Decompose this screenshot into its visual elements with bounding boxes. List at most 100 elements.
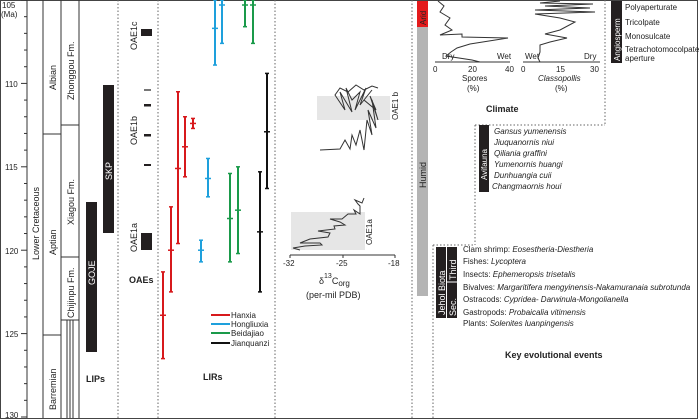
stage-aptian: Aptian	[48, 229, 58, 255]
spores-unit: (%)	[467, 84, 480, 93]
lir-errorbar-jianquanzi	[264, 72, 270, 190]
jehol-item: Gastropods: Probaicalia vitimensis	[463, 308, 586, 317]
age-unit: (Ma)	[1, 10, 18, 19]
angiosperm-item: Monosulcate	[625, 32, 671, 41]
lir-errorbar-beidajiao	[227, 172, 233, 263]
classopollis-unit: (%)	[555, 84, 568, 93]
stratigraphy-columns: Lower Cretaceous Albian Aptian Barremian…	[31, 0, 80, 418]
carbon-tick-mid: -25	[336, 259, 348, 268]
spores-tick-20: 20	[468, 65, 477, 74]
lir-errorbar-beidajiao	[242, 0, 248, 28]
avifauna-panel: Avifauna Gansus yumenensis Jiuquanornis …	[479, 125, 566, 192]
lir-errorbar-beidajiao	[235, 166, 241, 255]
lip-bar-skp	[103, 85, 114, 233]
jehol-item: Clam shrimp: Eosestheria-Diestheria	[463, 245, 594, 254]
age-tick-115: 115	[5, 163, 18, 172]
avifauna-item: Yumenornis huangi	[494, 160, 563, 169]
lip-label-skp: SKP	[104, 162, 114, 180]
age-tick-130: 130	[5, 411, 19, 420]
stage-barremian: Barremian	[48, 368, 58, 410]
oaes-panel: OAE1c OAE1b OAE1a OAEs	[129, 21, 154, 285]
spores-wet: Wet	[497, 52, 512, 61]
jehol-third: Third	[448, 259, 458, 280]
carbon-axis-units: (per-mil PDB)	[306, 290, 361, 300]
series-label: Lower Cretaceous	[31, 186, 41, 260]
age-tick-110: 110	[5, 80, 18, 89]
lir-errorbar-hanxia	[190, 117, 196, 130]
climate-title: Climate	[486, 104, 519, 114]
stage-albian: Albian	[48, 65, 58, 90]
lirs-title: LIRs	[203, 372, 223, 382]
arid-label: Arid	[419, 11, 428, 25]
age-tick-125: 125	[5, 330, 19, 339]
humid-label: Humid	[418, 162, 428, 188]
classopollis-tick-30: 30	[590, 65, 599, 74]
classopollis-label: Classopollis	[538, 74, 581, 83]
formation-xiagou: Xiagou Fm.	[66, 179, 76, 225]
lip-label-goje: GOJE	[87, 260, 97, 285]
lir-errorbar-hongliuxia	[212, 0, 218, 66]
avifauna-title: Avifauna	[480, 148, 489, 180]
classopollis-wet: Wet	[525, 52, 540, 61]
arid-bar	[417, 1, 428, 27]
jehol-item: Fishes: Lycoptera	[463, 257, 527, 266]
classopollis-tick-15: 15	[556, 65, 565, 74]
jehol-title: Jehol Biota	[437, 270, 447, 315]
jehol-item: Insects: Ephemeropsis trisetalis	[463, 270, 576, 279]
age-tick-120: 120	[5, 247, 19, 256]
lips-title: LIPs	[86, 374, 105, 384]
angiosperm-item: Tricolpate	[625, 18, 660, 27]
classopollis-tick-0: 0	[521, 65, 526, 74]
carbon-isotope-panel: OAE1 b OAE1a -32 -25 -18 δ13Corg (per-mi…	[283, 84, 400, 300]
lir-errorbar-hongliuxia	[205, 157, 211, 198]
formation-chijinpu: Chijinpu Fm.	[66, 267, 76, 318]
legend-hongliuxia: Hongliuxia	[231, 320, 269, 329]
spores-label: Spores	[462, 74, 487, 83]
lips-panel: GOJE SKP LIPs	[86, 85, 114, 384]
jehol-item: Ostracods: Cypridea- Darwinula-Mongolian…	[463, 295, 629, 304]
carbon-tick-max: -18	[388, 259, 400, 268]
spores-tick-0: 0	[433, 65, 438, 74]
legend-beidajiao: Beidajiao	[231, 329, 264, 338]
lir-errorbar-hongliuxia	[219, 0, 225, 45]
age-tick-105: 105	[2, 1, 16, 10]
oae1c-bar	[141, 29, 152, 36]
lir-errorbar-beidajiao	[250, 0, 256, 45]
jehol-item: Plants: Solenites luanpingensis	[463, 319, 574, 328]
lir-errorbar-hanxia	[168, 206, 174, 293]
angiosperm-item: Tetrachotomocolpate	[625, 45, 700, 54]
angiosperm-title: Angiosperm	[613, 18, 622, 61]
angiosperm-panel: Angiosperm Polyaperturate Tricolpate Mon…	[611, 1, 700, 63]
climate-panel: Dry Wet 0 20 40 Spores (%) Wet Dry 0 15 …	[433, 0, 600, 114]
angiosperm-item: Polyaperturate	[625, 3, 678, 12]
carbon-axis-title: δ13Corg	[319, 273, 350, 288]
lip-bar-goje	[86, 202, 97, 352]
oae1a-label: OAE1a	[129, 223, 139, 252]
avifauna-item: Gansus yumenensis	[494, 127, 566, 136]
oaes-title: OAEs	[129, 275, 154, 285]
oae1a-curve-label: OAE1a	[365, 219, 374, 245]
jehol-panel: Jehol Biota Third Sec. Clam shrimp: Eose…	[436, 245, 691, 328]
humid-bar	[417, 27, 428, 296]
avifauna-item: Qiliania graffini	[494, 149, 547, 158]
legend-jianquanzi: Jianquanzi	[231, 339, 269, 348]
legend-hanxia: Hanxia	[231, 311, 256, 320]
oae1c-label: OAE1c	[129, 21, 139, 50]
avifauna-item: Jiuquanornis niui	[493, 138, 554, 147]
lir-errorbar-hanxia	[175, 90, 181, 245]
formation-zhonggou: Zhonggou Fm.	[66, 41, 76, 100]
lir-errorbar-hanxia	[160, 271, 166, 360]
carbon-tick-min: -32	[283, 259, 295, 268]
jehol-item: Bivalves: Margaritifera mengyinensis-Nak…	[463, 283, 691, 292]
lir-errorbar-hanxia	[182, 116, 188, 178]
lir-errorbar-hongliuxia	[198, 239, 204, 263]
lirs-legend: Hanxia Hongliuxia Beidajiao Jianquanzi	[211, 311, 269, 348]
classopollis-dry: Dry	[584, 52, 596, 61]
oae1b-curve-label: OAE1 b	[391, 91, 400, 120]
oae1b-label: OAE1b	[129, 116, 139, 145]
lirs-panel: Hanxia Hongliuxia Beidajiao Jianquanzi L…	[160, 0, 270, 382]
spores-dry: Dry	[442, 52, 454, 61]
jehol-sec: Sec.	[448, 298, 458, 316]
key-events-title: Key evolutional events	[505, 350, 603, 360]
